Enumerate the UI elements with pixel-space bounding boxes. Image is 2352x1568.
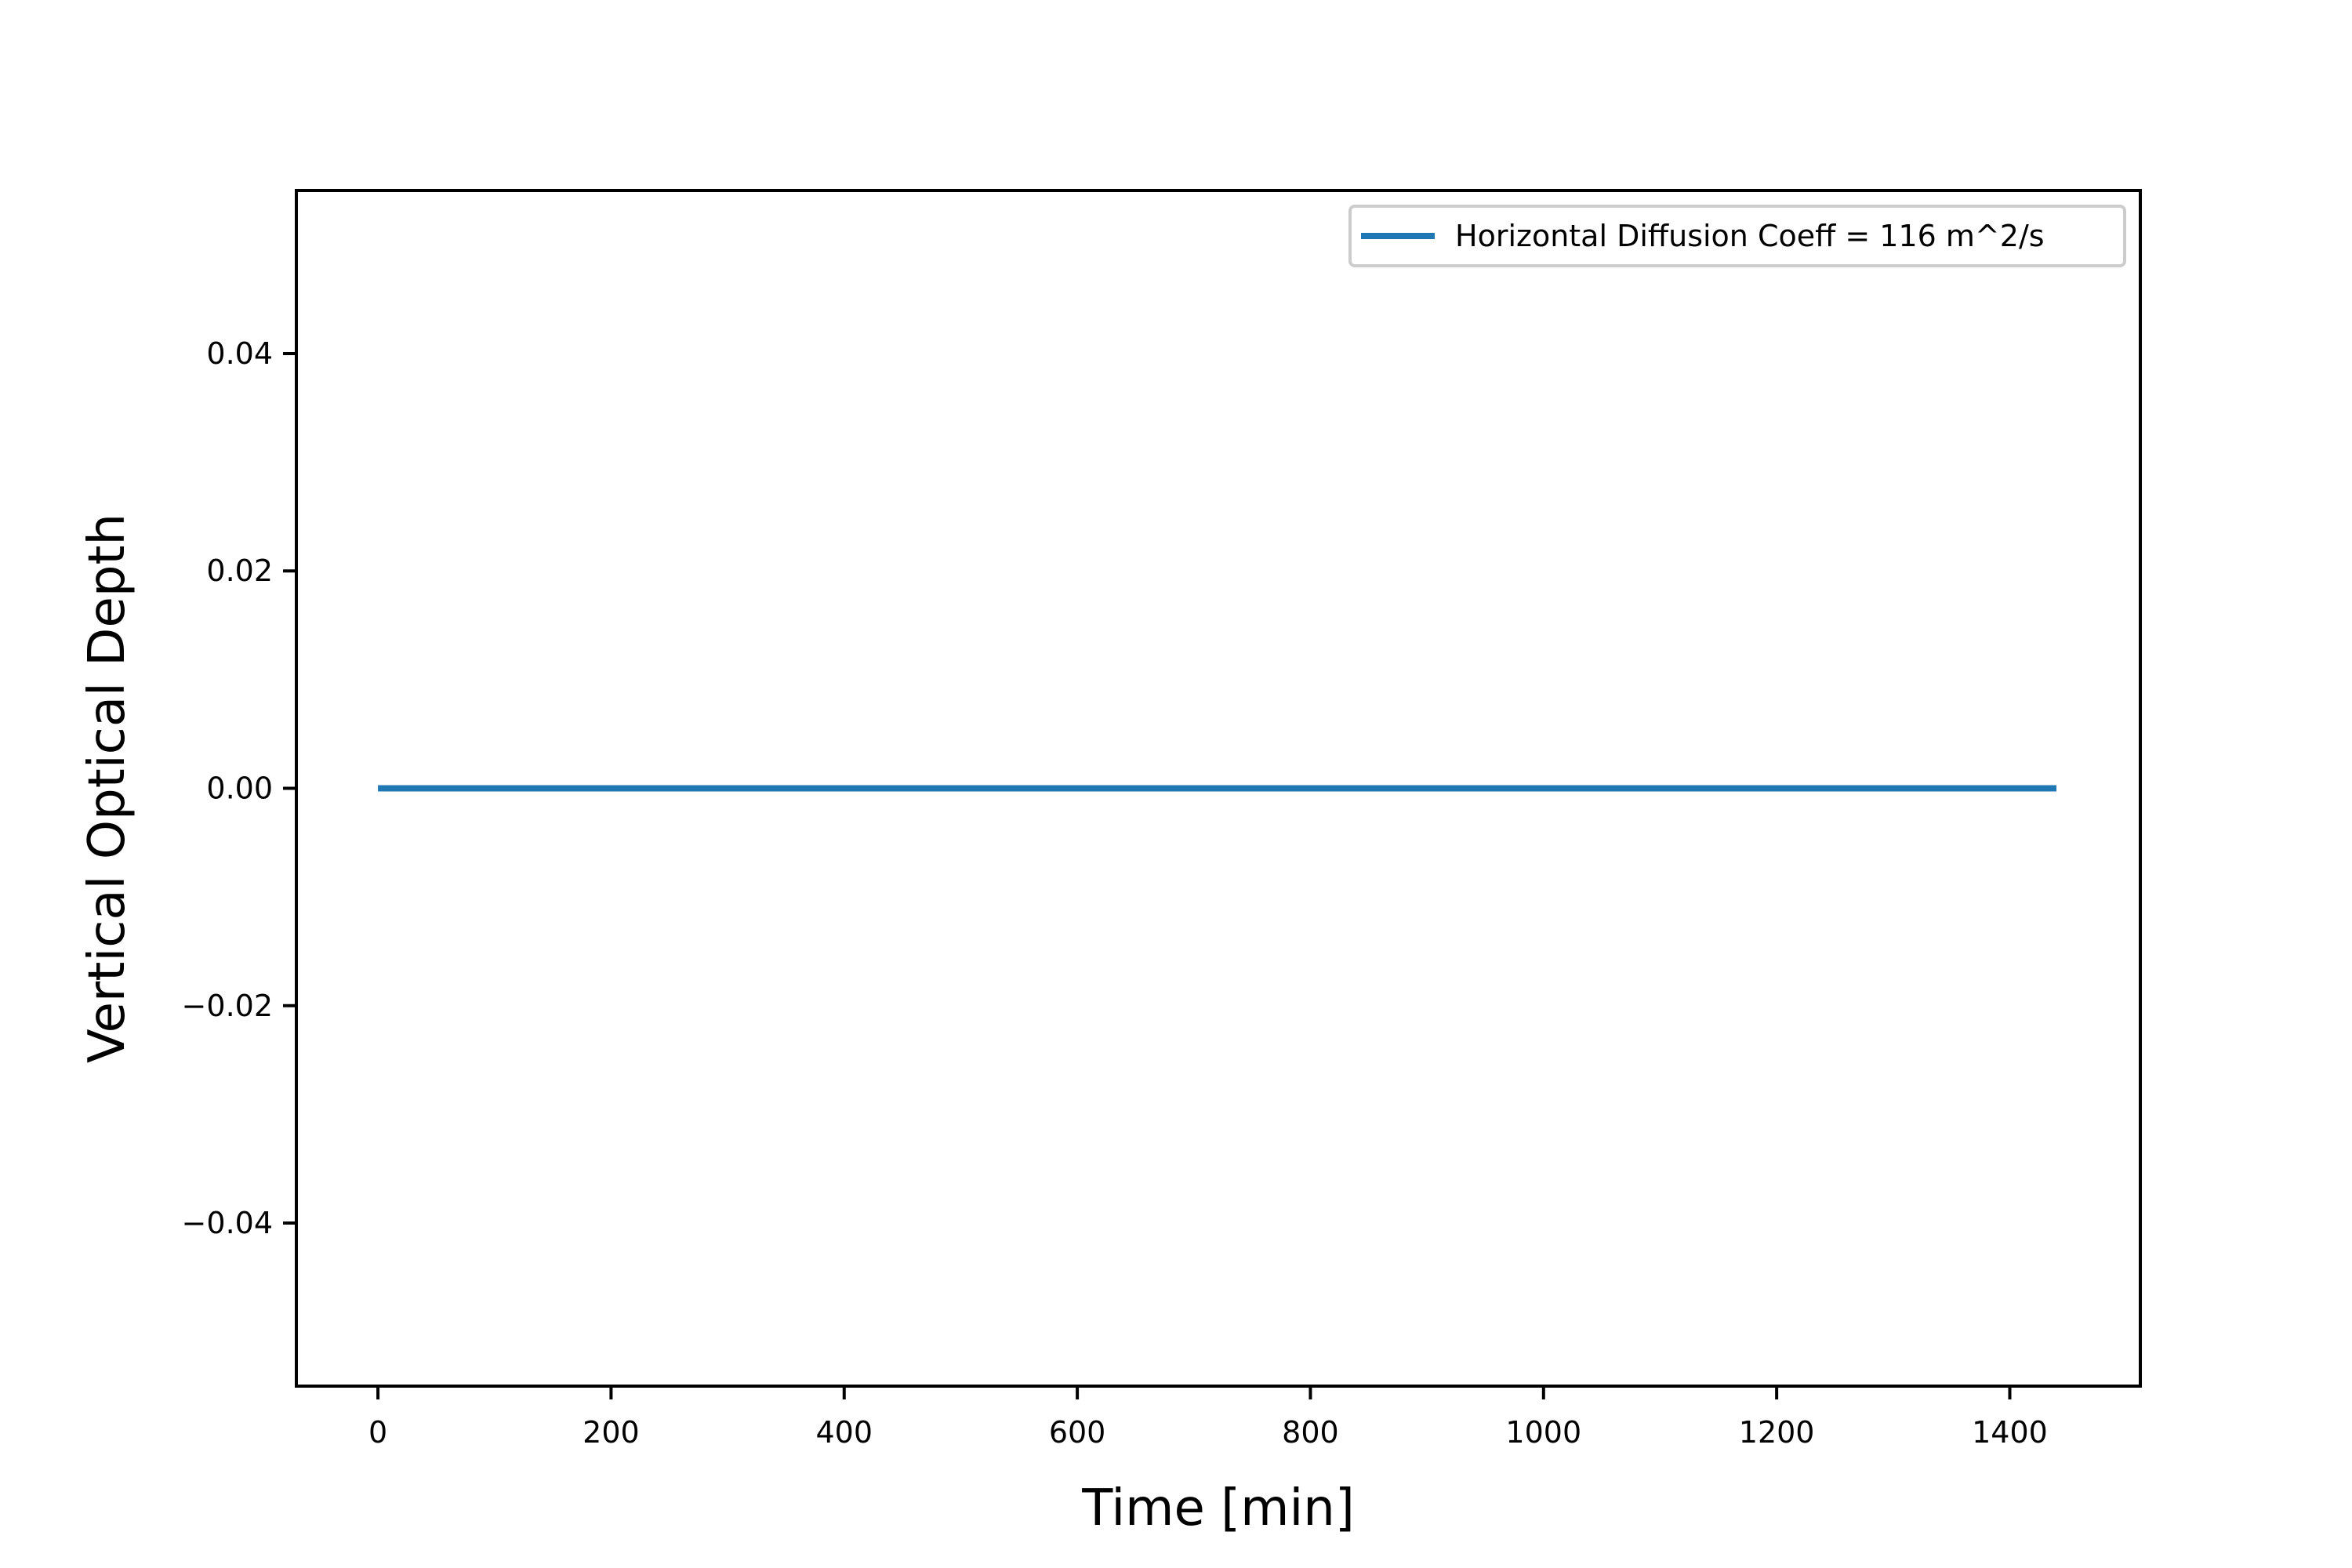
x-axis-ticks: 0 200 400 600 800 1000 1200 1400 bbox=[368, 1386, 2048, 1450]
x-tick-label: 1000 bbox=[1505, 1415, 1581, 1450]
y-tick-label: 0.02 bbox=[206, 554, 273, 588]
y-tick-label: 0.00 bbox=[206, 771, 273, 806]
y-axis-label: Vertical Optical Depth bbox=[78, 514, 136, 1063]
legend: Horizontal Diffusion Coeff = 116 m^2/s bbox=[1348, 205, 2126, 267]
x-axis-label: Time [min] bbox=[1081, 1479, 1355, 1537]
y-tick-label: 0.04 bbox=[206, 336, 273, 371]
x-tick-label: 0 bbox=[368, 1415, 387, 1450]
x-tick-label: 1200 bbox=[1739, 1415, 1815, 1450]
y-tick-label: −0.04 bbox=[182, 1206, 273, 1240]
x-tick-label: 1400 bbox=[1972, 1415, 2048, 1450]
legend-box bbox=[1348, 205, 2126, 267]
x-tick-label: 600 bbox=[1049, 1415, 1106, 1450]
x-tick-label: 800 bbox=[1282, 1415, 1339, 1450]
y-axis-ticks: −0.04 −0.02 0.00 0.02 0.04 bbox=[182, 336, 296, 1240]
y-tick-label: −0.02 bbox=[182, 989, 273, 1023]
legend-label: Horizontal Diffusion Coeff = 116 m^2/s bbox=[1455, 219, 2045, 253]
x-tick-label: 200 bbox=[583, 1415, 640, 1450]
x-tick-label: 400 bbox=[815, 1415, 873, 1450]
